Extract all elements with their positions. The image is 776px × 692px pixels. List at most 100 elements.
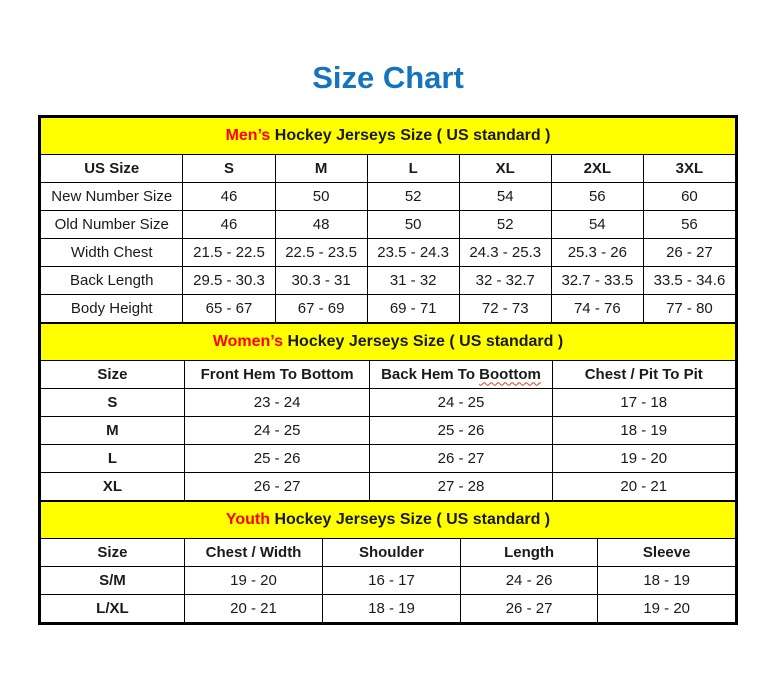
data-cell: 19 - 20 [597,593,736,623]
data-cell: 56 [642,209,737,239]
data-cell: 26 - 27 [459,593,599,623]
row-label: Body Height [39,293,184,323]
row-label: M [40,415,185,445]
table-row: Back Length 29.5 - 30.3 30.3 - 31 31 - 32 32… [39,265,737,295]
data-cell: 23 - 24 [183,387,371,417]
womens-size-table: Women’s Hockey Jerseys Size ( US standar… [40,322,736,501]
data-cell: 74 - 76 [550,293,644,323]
data-cell: 48 [274,209,368,239]
youth-section-title: Youth Hockey Jerseys Size ( US standard … [40,500,736,539]
row-label: Back Length [39,265,184,295]
row-label: L [40,443,185,473]
column-header: L [366,153,460,183]
column-header: 2XL [550,153,644,183]
row-label: S [40,387,185,417]
data-cell: 16 - 17 [322,565,461,595]
data-cell: 19 - 20 [183,565,324,595]
data-cell: 26 - 27 [369,443,553,473]
column-header: Size [40,359,185,389]
data-cell: 20 - 21 [183,593,324,623]
section-title-rest: Hockey Jerseys Size ( US standard ) [270,126,551,144]
column-header: M [274,153,368,183]
data-cell: 65 - 67 [182,293,276,323]
youth-size-table: Youth Hockey Jerseys Size ( US standard … [40,500,736,623]
column-header: US Size [39,153,184,183]
youth-header-row: Size Chest / Width Shoulder Length Sleeve [40,537,736,567]
data-cell: 52 [458,209,552,239]
section-title-highlight: Youth [225,510,270,528]
data-cell: 31 - 32 [366,265,460,295]
row-label: XL [40,471,185,501]
column-header: Back Hem To Boottom [369,359,553,389]
column-header: Front Hem To Bottom [183,359,371,389]
data-cell: 54 [458,181,552,211]
table-row: S/M 19 - 20 16 - 17 24 - 26 18 - 19 [40,565,736,595]
data-cell: 24 - 26 [459,565,599,595]
data-cell: 67 - 69 [274,293,368,323]
mens-section-title: Men’s Hockey Jerseys Size ( US standard … [40,116,736,155]
table-row: M 24 - 25 25 - 26 18 - 19 [40,415,736,445]
table-row: L 25 - 26 26 - 27 19 - 20 [40,443,736,473]
data-cell: 25.3 - 26 [550,237,644,267]
data-cell: 17 - 18 [551,387,736,417]
misspelled-word: Boottom [479,365,541,383]
data-cell: 72 - 73 [458,293,552,323]
data-cell: 25 - 26 [183,443,371,473]
data-cell: 26 - 27 [642,237,737,267]
data-cell: 24.3 - 25.3 [458,237,552,267]
data-cell: 18 - 19 [597,565,736,595]
data-cell: 50 [274,181,368,211]
row-label: L/XL [40,593,185,623]
womens-header-row: Size Front Hem To Bottom Back Hem To Boott… [40,359,736,389]
section-title-rest: Hockey Jerseys Size ( US standard ) [270,510,551,528]
page-title: Size Chart [312,60,464,95]
mens-header-row: US Size S M L XL 2XL 3XL [39,153,737,183]
data-cell: 25 - 26 [369,415,553,445]
row-label: Width Chest [39,237,184,267]
data-cell: 22.5 - 23.5 [274,237,368,267]
row-label: New Number Size [39,181,184,211]
column-header: Sleeve [597,537,736,567]
youth-section-band: Youth Hockey Jerseys Size ( US standard … [40,500,736,539]
column-header: Size [40,537,185,567]
column-header: Length [459,537,599,567]
womens-section-title: Women’s Hockey Jerseys Size ( US standar… [40,322,736,361]
column-header: Shoulder [322,537,461,567]
section-title-highlight: Men’s [225,126,271,144]
data-cell: 18 - 19 [551,415,736,445]
data-cell: 32 - 32.7 [458,265,552,295]
data-cell: 18 - 19 [322,593,461,623]
data-cell: 60 [642,181,737,211]
table-row: S 23 - 24 24 - 25 17 - 18 [40,387,736,417]
data-cell: 26 - 27 [183,471,371,501]
column-header: S [182,153,276,183]
data-cell: 77 - 80 [642,293,737,323]
section-title-highlight: Women’s [212,332,284,350]
column-header-text: Back Hem To [381,365,480,383]
data-cell: 20 - 21 [551,471,736,501]
data-cell: 29.5 - 30.3 [182,265,276,295]
size-chart-page: Size Chart Men’s Hockey Jerseys Size ( U… [38,60,738,625]
data-cell: 46 [182,181,276,211]
section-title-rest: Hockey Jerseys Size ( US standard ) [283,332,564,350]
size-chart-tables: Men’s Hockey Jerseys Size ( US standard … [38,114,738,625]
table-row: Width Chest 21.5 - 22.5 22.5 - 23.5 23.5 - … [39,237,737,267]
data-cell: 50 [366,209,460,239]
data-cell: 56 [550,181,644,211]
data-cell: 52 [366,181,460,211]
data-cell: 30.3 - 31 [274,265,368,295]
data-cell: 54 [550,209,644,239]
data-cell: 24 - 25 [183,415,371,445]
column-header: Chest / Pit To Pit [551,359,736,389]
data-cell: 32.7 - 33.5 [550,265,644,295]
womens-section-band: Women’s Hockey Jerseys Size ( US standar… [40,322,736,361]
data-cell: 19 - 20 [551,443,736,473]
data-cell: 27 - 28 [369,471,553,501]
data-cell: 33.5 - 34.6 [642,265,737,295]
data-cell: 24 - 25 [369,387,553,417]
mens-section-band: Men’s Hockey Jerseys Size ( US standard … [40,116,736,155]
table-row: New Number Size 46 50 52 54 56 60 [39,181,737,211]
column-header: 3XL [642,153,737,183]
data-cell: 21.5 - 22.5 [182,237,276,267]
data-cell: 46 [182,209,276,239]
